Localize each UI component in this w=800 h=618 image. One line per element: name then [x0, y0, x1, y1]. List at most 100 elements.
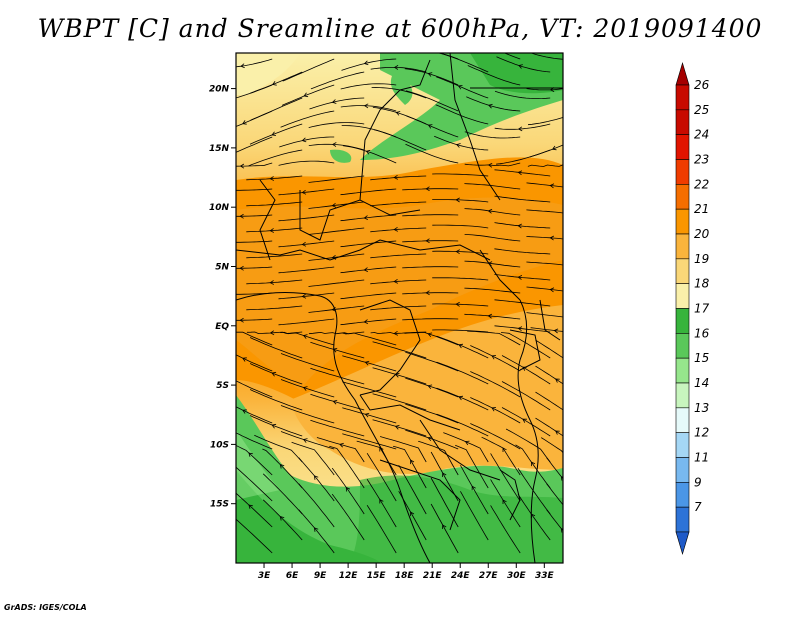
streamline-arrow — [442, 524, 447, 530]
streamline-arrow — [427, 332, 433, 338]
streamline — [432, 329, 489, 333]
streamline-arrow — [301, 241, 307, 247]
streamline — [370, 201, 427, 207]
streamline-arrow — [271, 81, 277, 86]
streamline-arrow — [279, 464, 285, 469]
streamline-arrow — [301, 189, 307, 195]
streamline-arrow — [269, 176, 274, 181]
streamline — [494, 123, 551, 130]
colorbar-swatch — [675, 457, 690, 483]
streamline — [372, 419, 427, 437]
colorbar-label: 20 — [694, 227, 710, 241]
streamline-arrow — [271, 131, 277, 136]
streamline-arrow — [518, 64, 523, 69]
streamline — [341, 58, 397, 71]
y-tick-label: 15N — [209, 144, 230, 154]
y-tick-label: 20N — [209, 85, 230, 95]
colorbar-label: 24 — [694, 128, 709, 142]
streamline-arrow — [331, 254, 337, 260]
streamline — [236, 214, 273, 217]
streamline — [278, 318, 335, 326]
streamline-arrow — [379, 498, 384, 504]
streamline-arrow — [530, 461, 536, 467]
streamline — [500, 332, 551, 359]
streamline-arrow — [394, 424, 400, 430]
colorbar-swatch — [675, 134, 690, 160]
streamline — [402, 188, 459, 191]
streamline-arrow — [393, 174, 398, 180]
streamline-arrow — [555, 430, 560, 435]
streamline — [455, 444, 489, 489]
streamline — [430, 451, 459, 502]
streamline-arrow — [239, 163, 245, 169]
streamline — [278, 240, 335, 248]
streamline-arrow — [560, 528, 563, 533]
streamline — [530, 327, 563, 333]
streamline — [366, 478, 397, 528]
streamline — [316, 437, 365, 463]
streamline — [372, 393, 427, 411]
streamline — [291, 441, 335, 476]
streamline — [490, 479, 521, 528]
streamline-arrow — [393, 278, 398, 284]
streamline — [280, 379, 335, 398]
streamline — [249, 415, 303, 437]
streamline-arrow — [410, 459, 415, 465]
streamline — [249, 337, 303, 359]
streamline — [402, 292, 459, 295]
streamline — [526, 286, 563, 292]
streamline — [340, 214, 397, 222]
streamline-arrow — [551, 145, 557, 151]
streamline-arrow — [301, 137, 307, 143]
streamline — [310, 419, 365, 437]
streamline-arrow — [279, 516, 285, 521]
streamline — [331, 493, 365, 541]
streamline — [494, 222, 551, 229]
streamline — [236, 162, 273, 167]
streamline — [494, 325, 551, 333]
colorbar-swatch — [675, 159, 690, 185]
streamline — [370, 67, 427, 73]
streamline — [280, 431, 335, 450]
streamline — [494, 90, 551, 99]
streamline — [310, 393, 365, 411]
streamline — [236, 240, 273, 243]
streamline-arrow — [269, 228, 274, 233]
streamline — [343, 145, 397, 164]
streamline — [340, 266, 397, 274]
streamline — [366, 504, 397, 554]
streamline-arrow — [425, 238, 430, 244]
x-tick-label: 30E — [507, 571, 527, 581]
streamline — [278, 214, 335, 222]
streamline-arrow — [425, 186, 430, 192]
colorbar-swatch — [675, 357, 690, 384]
streamline-arrow — [410, 511, 415, 517]
streamline-arrow — [242, 120, 247, 125]
streamline — [246, 175, 303, 181]
streamline — [435, 104, 489, 125]
streamline-arrow — [269, 280, 274, 285]
streamline — [356, 440, 397, 476]
map-frame — [235, 52, 564, 564]
streamline — [370, 305, 427, 311]
x-tick-label: 21E — [423, 571, 443, 581]
y-tick-label: 5N — [215, 262, 229, 272]
colorbar-label: 18 — [694, 277, 710, 291]
streamline — [308, 253, 365, 261]
x-tick-label: 12E — [339, 571, 359, 581]
streamline-arrow — [393, 226, 398, 232]
streamline — [341, 332, 397, 346]
x-tick-label: 6E — [286, 571, 299, 581]
streamline — [342, 355, 397, 372]
streamline — [254, 434, 303, 463]
y-tick-label: 10N — [209, 203, 230, 213]
colorbar-label: 19 — [694, 252, 709, 266]
streamline — [371, 87, 427, 99]
streamline-arrow — [517, 223, 522, 229]
streamline — [373, 129, 427, 151]
streamline — [398, 465, 427, 515]
streamline — [436, 335, 489, 359]
streamline — [405, 351, 459, 372]
y-tick-label: 15S — [210, 500, 229, 510]
streamline — [464, 162, 521, 167]
